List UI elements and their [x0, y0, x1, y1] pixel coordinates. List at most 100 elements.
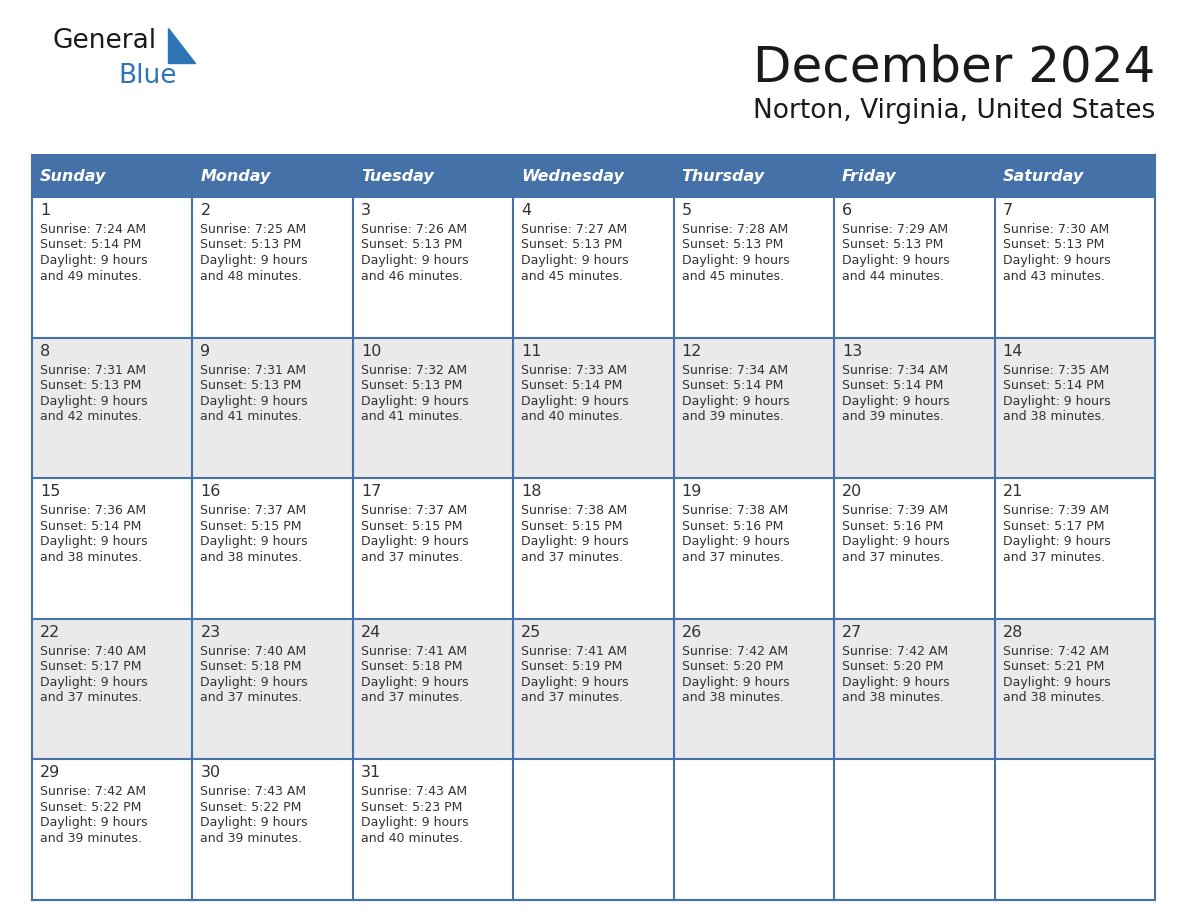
Bar: [353, 197, 513, 338]
Text: Sunrise: 7:31 AM: Sunrise: 7:31 AM: [201, 364, 307, 376]
Text: Sunrise: 7:41 AM: Sunrise: 7:41 AM: [361, 644, 467, 658]
Bar: [994, 197, 1155, 338]
Text: 2: 2: [201, 203, 210, 218]
Text: 16: 16: [201, 484, 221, 499]
Bar: [674, 478, 834, 619]
Text: 3: 3: [361, 203, 371, 218]
Text: 20: 20: [842, 484, 862, 499]
Text: Sunset: 5:23 PM: Sunset: 5:23 PM: [361, 800, 462, 814]
Text: 31: 31: [361, 766, 381, 780]
Text: Sunrise: 7:26 AM: Sunrise: 7:26 AM: [361, 223, 467, 236]
Text: Sunset: 5:13 PM: Sunset: 5:13 PM: [842, 239, 943, 252]
Text: Sunrise: 7:34 AM: Sunrise: 7:34 AM: [682, 364, 788, 376]
Bar: [834, 619, 994, 759]
Text: and 48 minutes.: and 48 minutes.: [201, 270, 303, 283]
Bar: [32, 155, 192, 197]
Bar: [32, 197, 192, 338]
Text: Daylight: 9 hours: Daylight: 9 hours: [201, 816, 308, 829]
Bar: [192, 197, 353, 338]
Text: 24: 24: [361, 625, 381, 640]
Text: Sunset: 5:15 PM: Sunset: 5:15 PM: [522, 520, 623, 532]
Text: Sunrise: 7:38 AM: Sunrise: 7:38 AM: [522, 504, 627, 517]
Bar: [674, 155, 834, 197]
Text: Sunset: 5:13 PM: Sunset: 5:13 PM: [1003, 239, 1104, 252]
Text: Sunrise: 7:42 AM: Sunrise: 7:42 AM: [682, 644, 788, 658]
Text: Sunset: 5:13 PM: Sunset: 5:13 PM: [522, 239, 623, 252]
Text: and 37 minutes.: and 37 minutes.: [361, 551, 463, 564]
Text: Sunset: 5:17 PM: Sunset: 5:17 PM: [1003, 520, 1104, 532]
Text: Daylight: 9 hours: Daylight: 9 hours: [522, 535, 628, 548]
Text: and 38 minutes.: and 38 minutes.: [201, 551, 303, 564]
Text: Daylight: 9 hours: Daylight: 9 hours: [40, 395, 147, 408]
Text: Sunday: Sunday: [40, 169, 107, 184]
Text: Sunrise: 7:33 AM: Sunrise: 7:33 AM: [522, 364, 627, 376]
Bar: [834, 759, 994, 900]
Text: Daylight: 9 hours: Daylight: 9 hours: [361, 535, 468, 548]
Text: Daylight: 9 hours: Daylight: 9 hours: [682, 535, 789, 548]
Text: Norton, Virginia, United States: Norton, Virginia, United States: [753, 98, 1155, 124]
Text: 15: 15: [40, 484, 61, 499]
Bar: [674, 197, 834, 338]
Text: Daylight: 9 hours: Daylight: 9 hours: [40, 254, 147, 267]
Text: Sunrise: 7:42 AM: Sunrise: 7:42 AM: [40, 786, 146, 799]
Text: Sunset: 5:14 PM: Sunset: 5:14 PM: [40, 520, 141, 532]
Text: Monday: Monday: [201, 169, 271, 184]
Text: Sunset: 5:22 PM: Sunset: 5:22 PM: [40, 800, 141, 814]
Text: Daylight: 9 hours: Daylight: 9 hours: [361, 816, 468, 829]
Text: 18: 18: [522, 484, 542, 499]
Text: 11: 11: [522, 343, 542, 359]
Text: and 49 minutes.: and 49 minutes.: [40, 270, 141, 283]
Text: 1: 1: [40, 203, 50, 218]
Text: 8: 8: [40, 343, 50, 359]
Text: 22: 22: [40, 625, 61, 640]
Bar: [834, 338, 994, 478]
Text: and 44 minutes.: and 44 minutes.: [842, 270, 944, 283]
Text: 30: 30: [201, 766, 221, 780]
Bar: [674, 759, 834, 900]
Text: Daylight: 9 hours: Daylight: 9 hours: [201, 254, 308, 267]
Bar: [192, 155, 353, 197]
Text: Sunrise: 7:41 AM: Sunrise: 7:41 AM: [522, 644, 627, 658]
Text: and 38 minutes.: and 38 minutes.: [682, 691, 784, 704]
Text: 23: 23: [201, 625, 221, 640]
Text: Daylight: 9 hours: Daylight: 9 hours: [842, 254, 949, 267]
Text: and 45 minutes.: and 45 minutes.: [522, 270, 624, 283]
Text: Sunrise: 7:42 AM: Sunrise: 7:42 AM: [1003, 644, 1108, 658]
Text: Sunset: 5:13 PM: Sunset: 5:13 PM: [40, 379, 141, 392]
Text: Daylight: 9 hours: Daylight: 9 hours: [201, 676, 308, 688]
Text: Sunset: 5:13 PM: Sunset: 5:13 PM: [201, 379, 302, 392]
Text: Daylight: 9 hours: Daylight: 9 hours: [1003, 395, 1111, 408]
Text: Sunset: 5:13 PM: Sunset: 5:13 PM: [361, 379, 462, 392]
Text: and 37 minutes.: and 37 minutes.: [522, 691, 624, 704]
Text: Daylight: 9 hours: Daylight: 9 hours: [361, 254, 468, 267]
Bar: [994, 619, 1155, 759]
Bar: [353, 759, 513, 900]
Text: and 38 minutes.: and 38 minutes.: [1003, 410, 1105, 423]
Text: Thursday: Thursday: [682, 169, 765, 184]
Text: Sunrise: 7:24 AM: Sunrise: 7:24 AM: [40, 223, 146, 236]
Text: Sunset: 5:22 PM: Sunset: 5:22 PM: [201, 800, 302, 814]
Text: Sunset: 5:16 PM: Sunset: 5:16 PM: [842, 520, 943, 532]
Bar: [513, 478, 674, 619]
Text: 10: 10: [361, 343, 381, 359]
Bar: [513, 197, 674, 338]
Text: Daylight: 9 hours: Daylight: 9 hours: [522, 395, 628, 408]
Text: Sunset: 5:14 PM: Sunset: 5:14 PM: [682, 379, 783, 392]
Text: and 38 minutes.: and 38 minutes.: [1003, 691, 1105, 704]
Text: Sunrise: 7:43 AM: Sunrise: 7:43 AM: [361, 786, 467, 799]
Text: General: General: [52, 28, 156, 54]
Text: Sunrise: 7:25 AM: Sunrise: 7:25 AM: [201, 223, 307, 236]
Text: Sunset: 5:17 PM: Sunset: 5:17 PM: [40, 660, 141, 673]
Text: Daylight: 9 hours: Daylight: 9 hours: [201, 535, 308, 548]
Text: 21: 21: [1003, 484, 1023, 499]
Bar: [994, 478, 1155, 619]
Text: and 37 minutes.: and 37 minutes.: [842, 551, 944, 564]
Text: 25: 25: [522, 625, 542, 640]
Text: Sunset: 5:20 PM: Sunset: 5:20 PM: [682, 660, 783, 673]
Text: Sunrise: 7:36 AM: Sunrise: 7:36 AM: [40, 504, 146, 517]
Text: Sunrise: 7:42 AM: Sunrise: 7:42 AM: [842, 644, 948, 658]
Text: Sunrise: 7:40 AM: Sunrise: 7:40 AM: [40, 644, 146, 658]
Text: and 37 minutes.: and 37 minutes.: [682, 551, 784, 564]
Bar: [513, 759, 674, 900]
Text: and 38 minutes.: and 38 minutes.: [842, 691, 944, 704]
